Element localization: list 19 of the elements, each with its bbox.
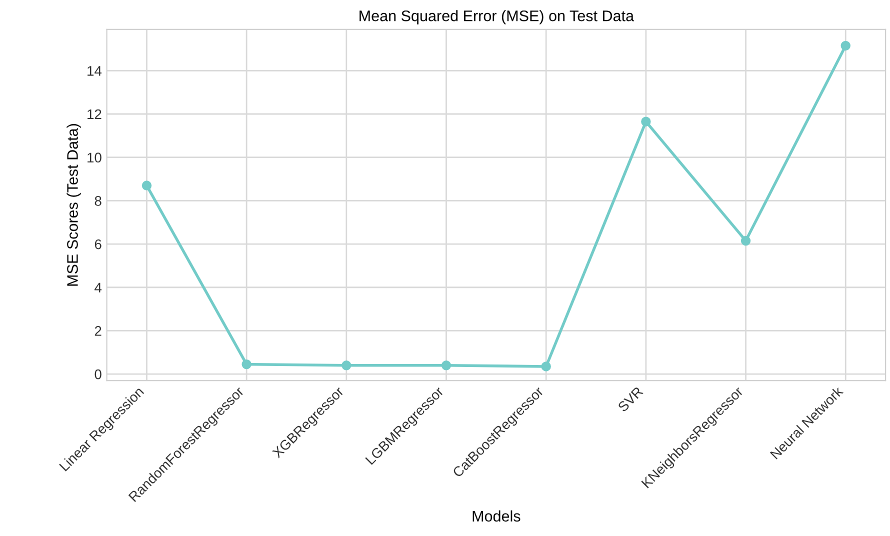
point (242, 359, 252, 370)
y-tick-label: 8 (94, 196, 102, 206)
chart-title: Mean Squared Error (MSE) on Test Data (360, 10, 634, 24)
y-axis-title: MSE Scores (Test Data) (66, 124, 81, 286)
x-axis-title: Models (472, 510, 520, 522)
y-tick-label: 6 (94, 239, 102, 250)
point (740, 236, 751, 246)
point (342, 360, 352, 370)
point (541, 362, 551, 372)
y-tick-label: 2 (94, 326, 102, 336)
point (840, 40, 850, 51)
y-tick-label: 4 (94, 282, 102, 292)
point (641, 116, 651, 126)
point (142, 180, 152, 190)
point (441, 360, 452, 370)
y-tick-label: 0 (94, 369, 102, 380)
y-tick-label: 10 (88, 152, 102, 163)
y-tick-label: 14 (88, 66, 102, 76)
y-tick-label: 12 (88, 109, 102, 120)
